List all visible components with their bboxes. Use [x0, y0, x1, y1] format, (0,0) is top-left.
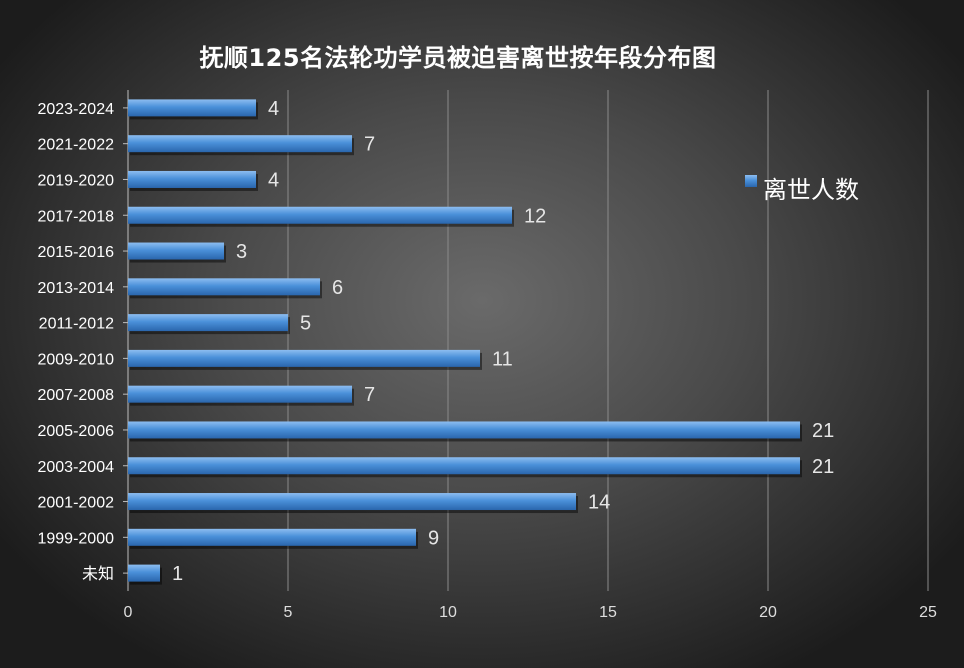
- data-label: 11: [492, 348, 513, 370]
- category-label: 2005-2006: [37, 423, 114, 440]
- x-tick-label: 25: [919, 604, 937, 621]
- bar: [128, 528, 416, 546]
- legend-swatch: [745, 175, 757, 187]
- data-label: 9: [428, 527, 439, 549]
- data-label: 12: [524, 205, 546, 227]
- bar: [128, 385, 352, 403]
- category-label: 2011-2012: [39, 316, 114, 333]
- category-label: 未知: [82, 565, 114, 583]
- x-tick-label: 5: [284, 604, 293, 621]
- category-label: 2001-2002: [37, 495, 114, 512]
- bar: [128, 278, 320, 296]
- bar: [128, 206, 512, 224]
- bar: [128, 135, 352, 153]
- category-label: 2019-2020: [37, 172, 114, 189]
- data-label: 4: [268, 169, 279, 191]
- category-label: 2009-2010: [37, 351, 114, 368]
- data-label: 6: [332, 277, 343, 299]
- data-label: 7: [364, 134, 375, 156]
- data-label: 5: [300, 313, 311, 335]
- category-label: 2003-2004: [37, 459, 114, 476]
- data-label: 21: [812, 456, 834, 478]
- category-label: 2017-2018: [37, 208, 114, 225]
- data-label: 14: [588, 492, 610, 514]
- bar: [128, 457, 800, 475]
- legend-label: 离世人数: [763, 176, 859, 204]
- x-tick-label: 0: [124, 604, 133, 621]
- x-tick-label: 15: [599, 604, 617, 621]
- data-label: 4: [268, 98, 279, 120]
- chart-title: 抚顺125名法轮功学员被迫害离世按年段分布图: [199, 44, 717, 72]
- bar: [128, 314, 288, 332]
- bar: [128, 493, 576, 511]
- x-tick-label: 20: [759, 604, 777, 621]
- category-label: 2007-2008: [37, 387, 114, 404]
- category-label: 2021-2022: [37, 137, 114, 154]
- data-label: 1: [172, 563, 183, 585]
- data-label: 3: [236, 241, 247, 263]
- bar: [128, 564, 160, 582]
- data-label: 7: [364, 384, 375, 406]
- category-label: 2023-2024: [37, 101, 114, 118]
- bar: [128, 99, 256, 117]
- bar: [128, 170, 256, 188]
- bar: [128, 242, 224, 260]
- category-label: 2013-2014: [37, 280, 114, 297]
- bar: [128, 349, 480, 367]
- data-label: 21: [812, 420, 834, 442]
- bar: [128, 421, 800, 439]
- category-label: 2015-2016: [37, 244, 114, 261]
- x-tick-label: 10: [439, 604, 457, 621]
- category-label: 1999-2000: [37, 530, 114, 547]
